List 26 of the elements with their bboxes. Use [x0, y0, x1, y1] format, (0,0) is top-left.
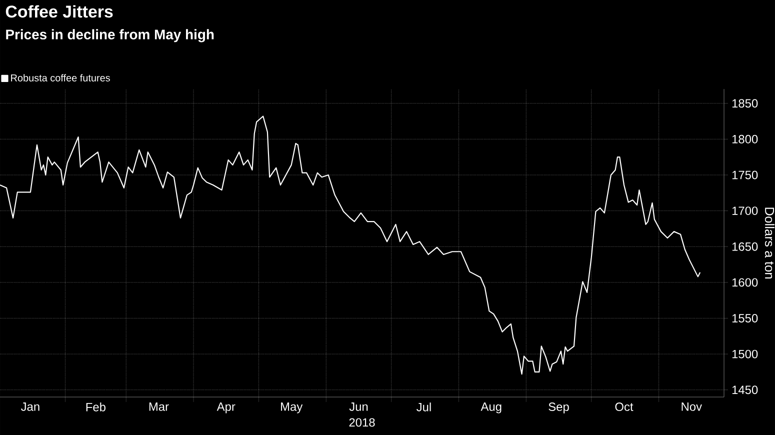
x-axis-title: 2018	[349, 418, 375, 427]
y-axis-title: Dollars a ton	[764, 208, 774, 279]
x-tick-label: Feb	[86, 402, 106, 412]
y-tick-label: 1650	[732, 242, 758, 251]
x-tick-label: Apr	[216, 402, 236, 414]
x-tick-label: Mar	[149, 402, 169, 411]
x-tick-label: Aug	[480, 402, 502, 414]
y-tick-label: 1600	[732, 278, 758, 287]
x-tick-label: Nov	[682, 402, 702, 411]
y-tick-label: 1550	[732, 314, 758, 322]
x-tick-label: Sep	[548, 402, 569, 414]
y-tick-label: 1800	[732, 134, 758, 144]
y-tick-label: 1750	[732, 170, 758, 180]
y-tick-label: 1700	[732, 206, 758, 216]
chart-title: Coffee Jitters	[6, 5, 113, 18]
x-tick-label: Jul	[416, 402, 431, 412]
chart-subtitle: Prices in decline from May high	[6, 29, 214, 42]
y-tick-label: 1450	[732, 386, 758, 394]
x-tick-label: Oct	[615, 402, 634, 411]
y-tick-label: 1500	[732, 350, 758, 358]
x-tick-label: May	[281, 402, 303, 414]
legend-label: Robusta coffee futures	[11, 74, 110, 82]
y-tick-label: 1850	[732, 99, 758, 108]
x-tick-label: Jan	[21, 402, 40, 411]
line-series	[0, 116, 701, 375]
x-tick-label: Jun	[349, 402, 368, 411]
